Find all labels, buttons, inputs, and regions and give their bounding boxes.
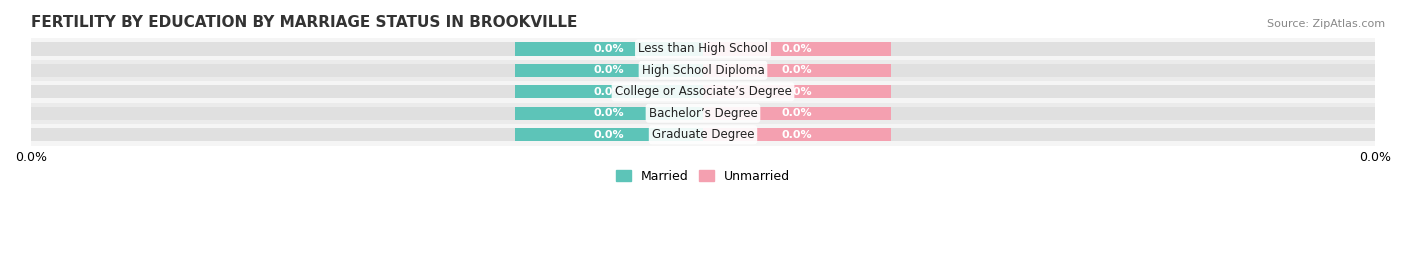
Text: High School Diploma: High School Diploma: [641, 64, 765, 77]
Text: Graduate Degree: Graduate Degree: [652, 128, 754, 141]
Bar: [31, 38, 1375, 60]
Bar: [31, 81, 1375, 102]
Bar: [31, 85, 1375, 98]
Text: 0.0%: 0.0%: [782, 44, 813, 54]
Bar: [31, 42, 1375, 55]
Text: College or Associate’s Degree: College or Associate’s Degree: [614, 85, 792, 98]
Text: 0.0%: 0.0%: [593, 87, 624, 97]
Bar: [515, 64, 703, 77]
Text: 0.0%: 0.0%: [593, 44, 624, 54]
Bar: [31, 102, 1375, 124]
Text: FERTILITY BY EDUCATION BY MARRIAGE STATUS IN BROOKVILLE: FERTILITY BY EDUCATION BY MARRIAGE STATU…: [31, 15, 578, 30]
Bar: [703, 107, 891, 120]
Bar: [31, 64, 1375, 77]
Legend: Married, Unmarried: Married, Unmarried: [612, 165, 794, 187]
Text: 0.0%: 0.0%: [782, 130, 813, 140]
Text: Bachelor’s Degree: Bachelor’s Degree: [648, 107, 758, 120]
Bar: [703, 128, 891, 141]
Text: 0.0%: 0.0%: [593, 65, 624, 75]
Bar: [31, 128, 1375, 141]
Bar: [515, 42, 703, 55]
Bar: [31, 60, 1375, 81]
Text: Source: ZipAtlas.com: Source: ZipAtlas.com: [1267, 19, 1385, 29]
Bar: [703, 42, 891, 55]
Text: 0.0%: 0.0%: [782, 108, 813, 118]
Bar: [515, 107, 703, 120]
Bar: [31, 124, 1375, 146]
Text: 0.0%: 0.0%: [782, 65, 813, 75]
Text: 0.0%: 0.0%: [593, 130, 624, 140]
Text: 0.0%: 0.0%: [593, 108, 624, 118]
Text: Less than High School: Less than High School: [638, 42, 768, 55]
Bar: [31, 107, 1375, 120]
Bar: [515, 85, 703, 98]
Text: 0.0%: 0.0%: [782, 87, 813, 97]
Bar: [515, 128, 703, 141]
Bar: [703, 85, 891, 98]
Bar: [703, 64, 891, 77]
